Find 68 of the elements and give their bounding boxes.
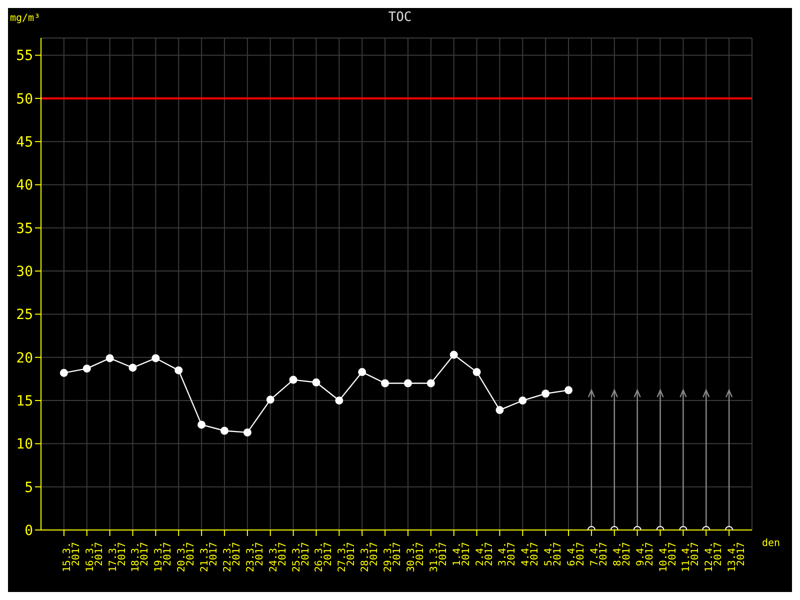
x-tick-label: 2.4. 2017 xyxy=(474,542,495,566)
point xyxy=(496,406,504,414)
point xyxy=(426,379,435,388)
point xyxy=(106,354,114,362)
x-tick-label: 12.4. 2017 xyxy=(704,542,724,572)
point xyxy=(312,378,320,386)
y-tick-label: 30 xyxy=(16,264,33,280)
x-tick-label: 22.3. 2017 xyxy=(222,542,242,572)
point xyxy=(220,426,228,435)
point xyxy=(60,368,68,377)
x-tick-label: 23.3. 2017 xyxy=(245,542,266,572)
point xyxy=(542,390,550,398)
y-tick-label: 45 xyxy=(16,134,33,151)
x-tick-label: 30.3. 2017 xyxy=(406,542,426,572)
point xyxy=(152,354,160,362)
x-tick-label: 16.3. 2017 xyxy=(84,542,105,572)
chart-title: TOC xyxy=(388,10,412,25)
x-tick-label: 28.3. 2017 xyxy=(360,542,380,572)
point xyxy=(335,396,344,405)
point xyxy=(82,364,91,373)
point xyxy=(243,428,252,436)
y-tick-label: 5 xyxy=(24,480,33,496)
y-tick-label: 0 xyxy=(24,522,33,539)
x-tick-label: 7.4. 2017 xyxy=(589,542,610,566)
x-tick-label: 18.3. 2017 xyxy=(130,542,151,572)
x-tick-label: 11.4. 2017 xyxy=(681,542,702,572)
x-tick-label: 5.4. 2017 xyxy=(544,542,564,566)
point xyxy=(266,396,274,404)
point xyxy=(289,376,298,384)
y-tick-label: 50 xyxy=(16,91,33,108)
x-axis-title: den xyxy=(762,538,780,549)
point xyxy=(518,396,527,405)
point xyxy=(174,366,183,374)
y-tick-label: 10 xyxy=(16,436,33,453)
y-tick-label: 20 xyxy=(16,350,33,366)
x-tick-label: 21.3. 2017 xyxy=(200,542,220,572)
y-tick-label: 40 xyxy=(16,178,33,194)
x-tick-label: 3.4. 2017 xyxy=(498,542,518,566)
x-tick-label: 13.4. 2017 xyxy=(727,542,748,572)
y-tick-label: 25 xyxy=(16,307,33,324)
y-tick-label: 55 xyxy=(16,48,33,64)
y-axis-title: mg/m³ xyxy=(10,13,40,24)
x-tick-label: 27.3. 2017 xyxy=(337,542,358,572)
y-tick-label: 15 xyxy=(16,393,33,410)
point xyxy=(358,368,366,376)
point xyxy=(381,379,390,388)
point xyxy=(404,379,412,388)
x-tick-label: 15.3. 2017 xyxy=(62,542,82,572)
x-tick-label: 20.3. 2017 xyxy=(176,542,197,572)
y-tick-label: 35 xyxy=(16,220,33,237)
x-tick-label: 17.3. 2017 xyxy=(108,542,128,572)
x-tick-label: 10.4. 2017 xyxy=(658,542,678,572)
x-tick-label: 1.4. 2017 xyxy=(452,542,472,566)
x-tick-label: 9.4. 2017 xyxy=(635,542,656,566)
point xyxy=(450,350,458,359)
x-tick-label: 26.3. 2017 xyxy=(314,542,334,572)
x-tick-label: 24.3. 2017 xyxy=(268,542,288,572)
x-tick-label: 6.4. 2017 xyxy=(566,542,587,566)
x-tick-label: 4.4. 2017 xyxy=(520,542,541,566)
x-tick-label: 29.3. 2017 xyxy=(383,542,404,572)
point xyxy=(564,386,573,394)
x-tick-label: 19.3. 2017 xyxy=(154,542,174,572)
x-tick-label: 31.3. 2017 xyxy=(428,542,449,572)
x-tick-label: 8.4. 2017 xyxy=(612,542,632,566)
point xyxy=(472,368,481,376)
x-tick-label: 25.3. 2017 xyxy=(291,542,312,572)
point xyxy=(128,364,137,372)
point xyxy=(198,420,206,429)
